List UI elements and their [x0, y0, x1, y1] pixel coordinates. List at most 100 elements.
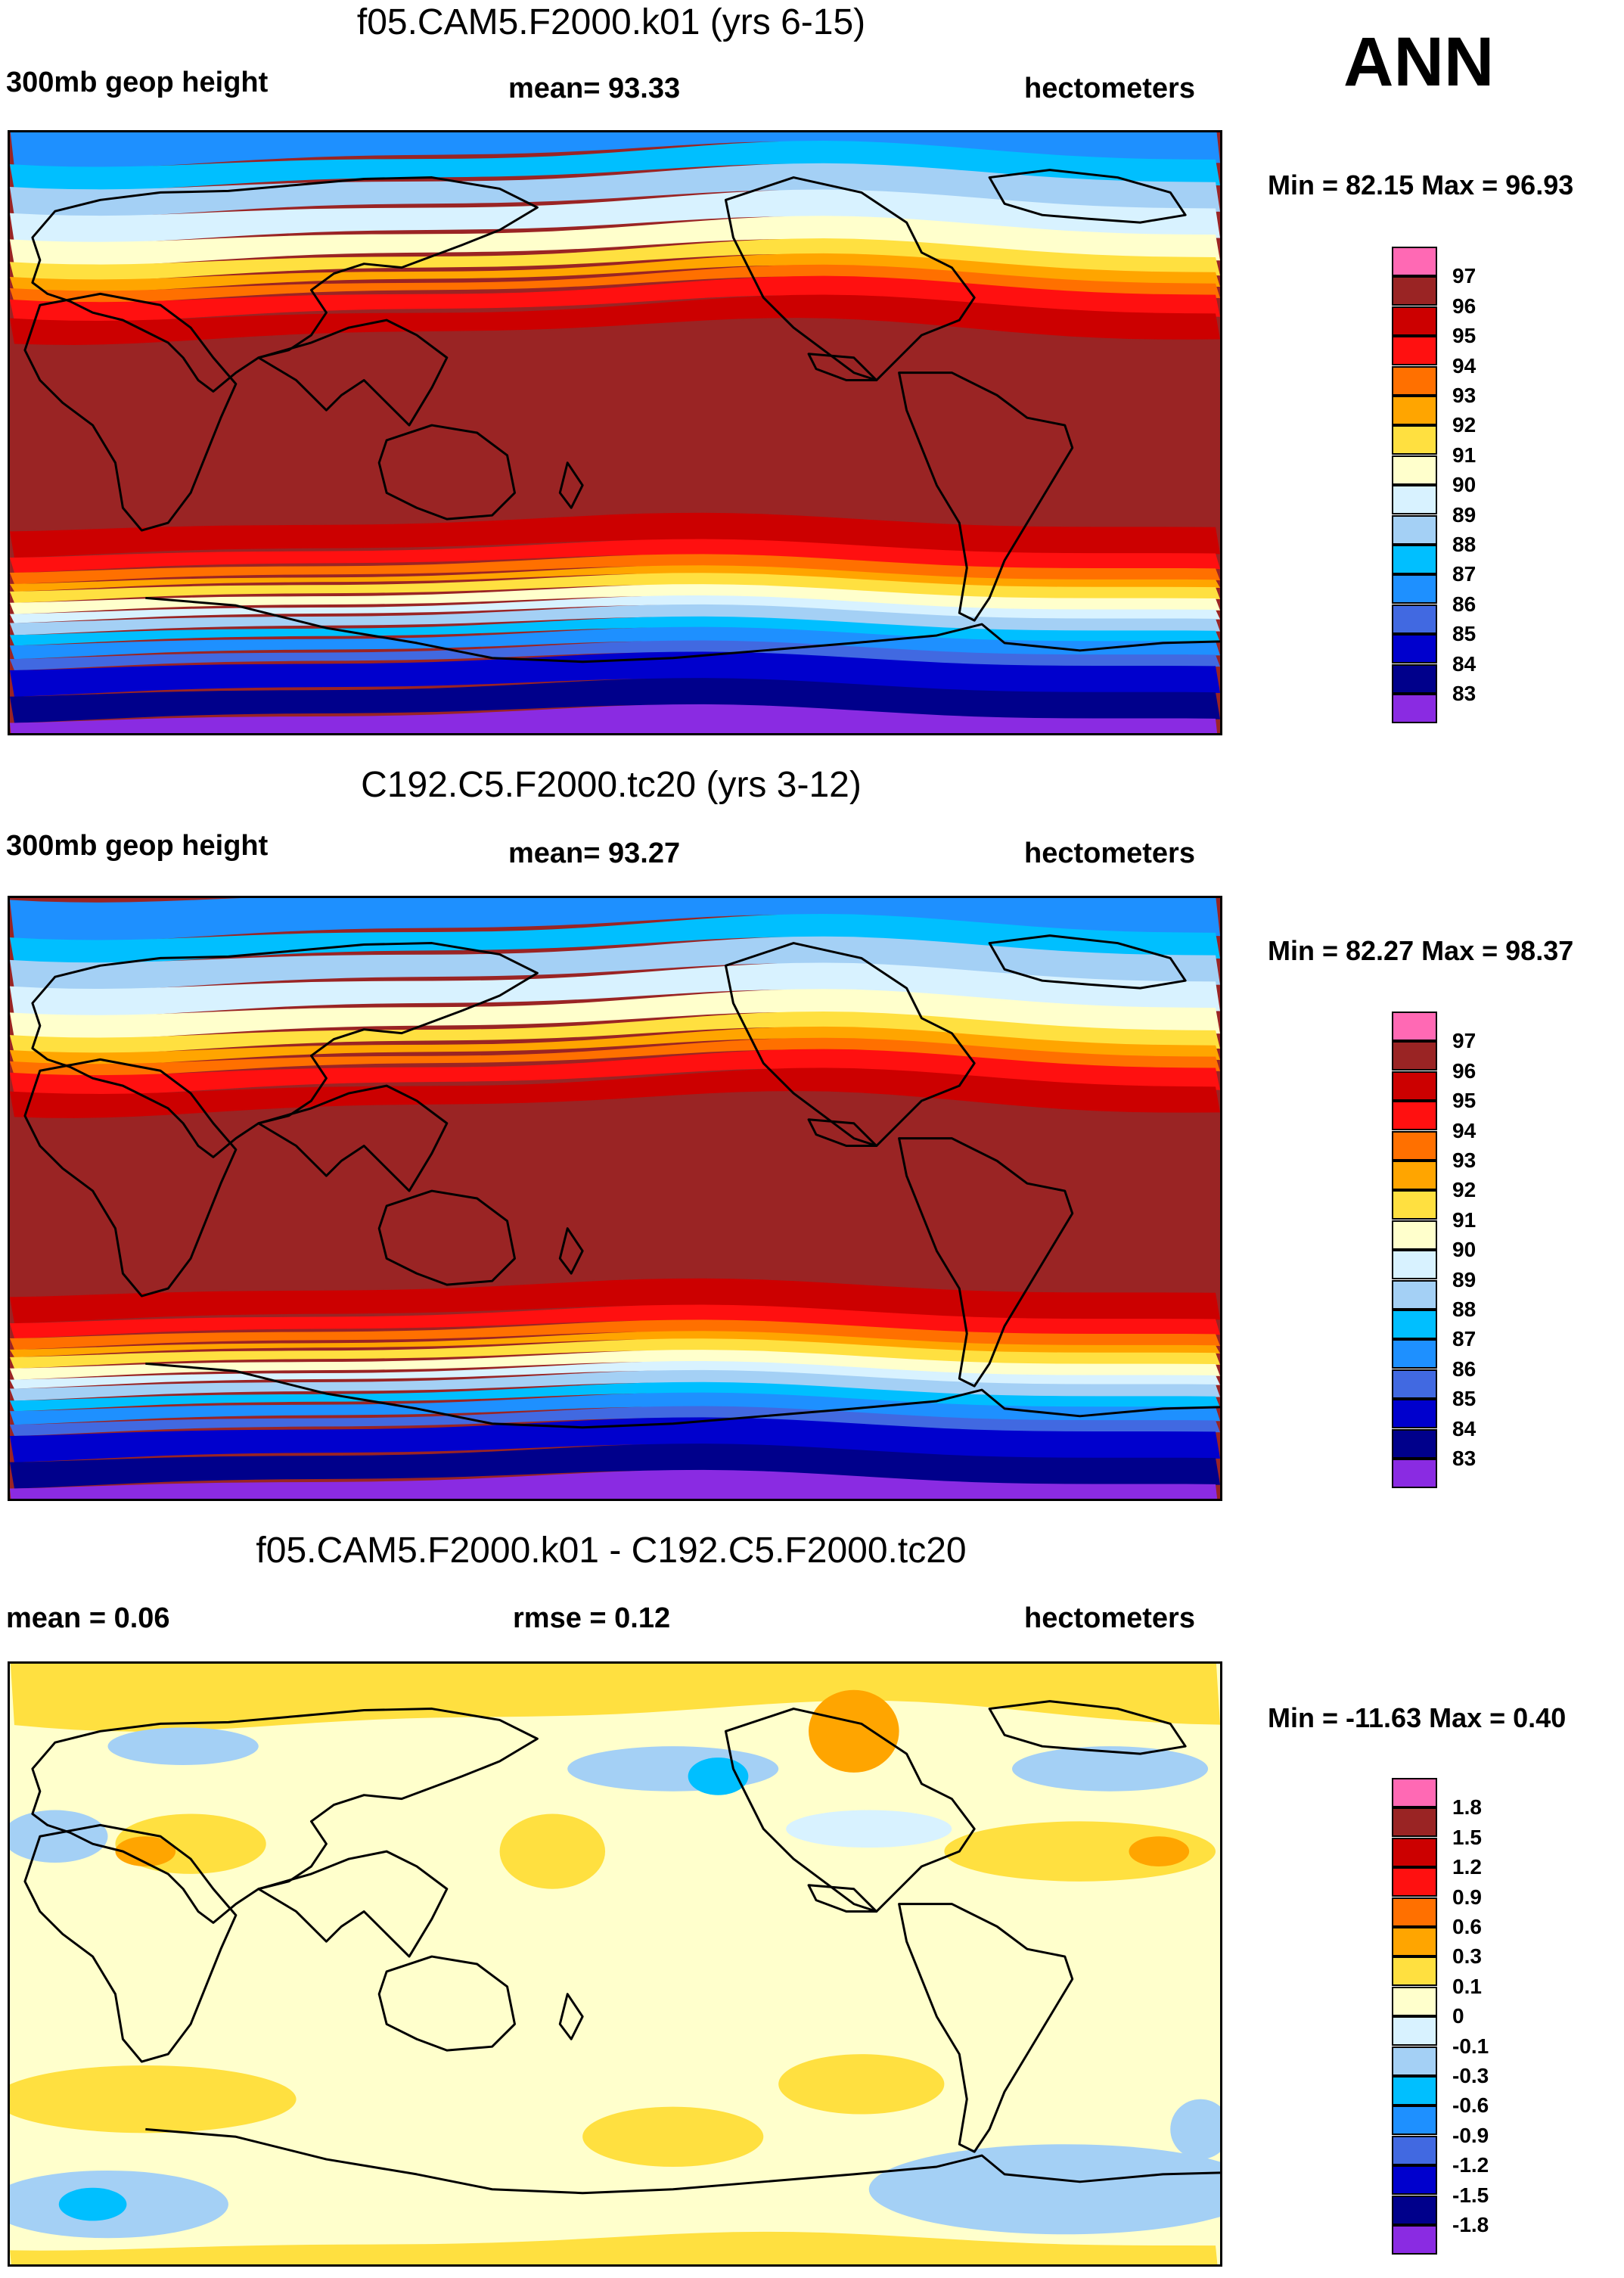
- legend-level-label: 91: [1452, 1207, 1477, 1232]
- legend-level-label: 1.8: [1452, 1795, 1482, 1820]
- legend-level-label: 84: [1452, 1416, 1477, 1440]
- legend-level-label: 93: [1452, 384, 1477, 407]
- coastline: [988, 934, 1187, 990]
- legend-level-label: 89: [1452, 502, 1477, 527]
- coastlines: [23, 169, 1220, 664]
- legend-color-box: [1392, 1369, 1437, 1399]
- coastline: [377, 1189, 516, 1286]
- legend-color-box: [1392, 2076, 1437, 2106]
- legend-level-label: 88: [1452, 1297, 1477, 1321]
- legend-color-box: [1392, 2195, 1437, 2225]
- variable-label: 300mb geop height: [6, 67, 269, 98]
- legend-color-box: [1392, 1428, 1437, 1459]
- contour-band: [10, 1037, 1220, 1077]
- coastline: [807, 353, 878, 382]
- legend-level-label: -1.5: [1452, 2183, 1489, 2207]
- legend-color-box: [1392, 1101, 1437, 1131]
- coastline: [145, 2127, 1220, 2195]
- legend-level-label: 90: [1452, 1238, 1477, 1262]
- map-plot: [8, 896, 1222, 1501]
- legend-level-label: 91: [1452, 443, 1477, 467]
- contour-map: [10, 1664, 1220, 2264]
- coastline: [807, 1884, 878, 1913]
- coastline: [257, 1850, 449, 1958]
- contour-band: [10, 264, 1220, 304]
- legend-color-box: [1392, 604, 1437, 634]
- contour-band: [582, 2106, 764, 2167]
- legend-color-box: [1392, 1459, 1437, 1488]
- contour-band: [10, 962, 1220, 1017]
- contour-band: [115, 1836, 176, 1866]
- legend-level-label: 92: [1452, 413, 1477, 437]
- legend-color-box: [1392, 1807, 1437, 1838]
- coastline: [898, 1137, 1074, 1388]
- contour-band: [10, 132, 1220, 169]
- legend-level-label: -1.2: [1452, 2153, 1489, 2177]
- legend-color-box: [1392, 365, 1437, 396]
- contour-band: [10, 1444, 1220, 1489]
- map-plot: [8, 130, 1222, 735]
- contour-band: [778, 2054, 945, 2115]
- coastline: [377, 424, 516, 521]
- legend-color-box: [1392, 1161, 1437, 1190]
- contour-band: [10, 141, 1220, 191]
- coastline: [23, 1823, 238, 2063]
- legend-level-label: 93: [1452, 1148, 1477, 1172]
- contour-band: [10, 216, 1220, 266]
- legend-level-label: 0.1: [1452, 1974, 1482, 1998]
- contour-band: [868, 2144, 1220, 2235]
- contour-band: [10, 238, 1220, 281]
- legend-color-box: [1392, 514, 1437, 545]
- coastline: [23, 292, 238, 532]
- legend-color-box: [1392, 1927, 1437, 1956]
- legend-color-box: [1392, 276, 1437, 306]
- contour-band: [10, 1068, 1220, 1118]
- coastline: [807, 1118, 878, 1148]
- contour-band: [809, 1689, 899, 1773]
- legend-color-box: [1392, 1867, 1437, 1897]
- panel-title: f05.CAM5.F2000.k01 (yrs 6-15): [356, 2, 866, 42]
- mean-label: mean= 93.27: [508, 838, 681, 869]
- min-max-label: Min = 82.27 Max = 98.37: [1268, 935, 1574, 966]
- contour-band: [10, 512, 1220, 558]
- legend-level-label: -1.8: [1452, 2213, 1489, 2236]
- legend-level-label: 1.5: [1452, 1825, 1482, 1849]
- contour-band: [1170, 2099, 1220, 2160]
- coastline: [145, 1362, 1220, 1429]
- map-plot: [8, 1661, 1222, 2267]
- contour-band: [499, 1813, 606, 1889]
- legend-color-box: [1392, 1986, 1437, 2016]
- contour-band: [10, 678, 1220, 723]
- legend-level-label: 87: [1452, 562, 1477, 586]
- coastline: [257, 319, 449, 427]
- legend-level-label: 94: [1452, 353, 1477, 378]
- legend-color-box: [1392, 485, 1437, 515]
- contour-map: [10, 898, 1220, 1499]
- legend-level-label: 83: [1452, 1447, 1477, 1470]
- units-label: hectometers: [1024, 73, 1195, 104]
- contour-band: [10, 1417, 1220, 1462]
- mean-label: mean = 0.06: [6, 1602, 170, 1634]
- legend-color-box: [1392, 1339, 1437, 1369]
- coastline: [257, 1084, 449, 1192]
- units-label: hectometers: [1024, 1602, 1195, 1634]
- legend-level-label: 95: [1452, 1089, 1477, 1113]
- min-max-label: Min = -11.63 Max = 0.40: [1268, 1702, 1567, 1733]
- legend-level-label: -0.9: [1452, 2123, 1489, 2147]
- legend-level-label: 89: [1452, 1267, 1477, 1291]
- legend-level-label: 85: [1452, 622, 1477, 646]
- contour-band: [10, 913, 1220, 965]
- panel-title: C192.C5.F2000.tc20 (yrs 3-12): [361, 765, 862, 805]
- coastline: [23, 1058, 238, 1297]
- legend-level-label: 0.6: [1452, 1915, 1482, 1938]
- legend-level-label: 94: [1452, 1118, 1477, 1142]
- legend-color-box: [1392, 2046, 1437, 2076]
- legend-color-box: [1392, 1071, 1437, 1101]
- legend-level-label: 92: [1452, 1178, 1477, 1202]
- legend-color-box: [1392, 1399, 1437, 1429]
- contour-band: [10, 704, 1218, 733]
- legend-color-box: [1392, 1837, 1437, 1867]
- contour-band: [10, 651, 1220, 697]
- legend-color-box: [1392, 1778, 1437, 1807]
- legend-level-label: 97: [1452, 264, 1477, 288]
